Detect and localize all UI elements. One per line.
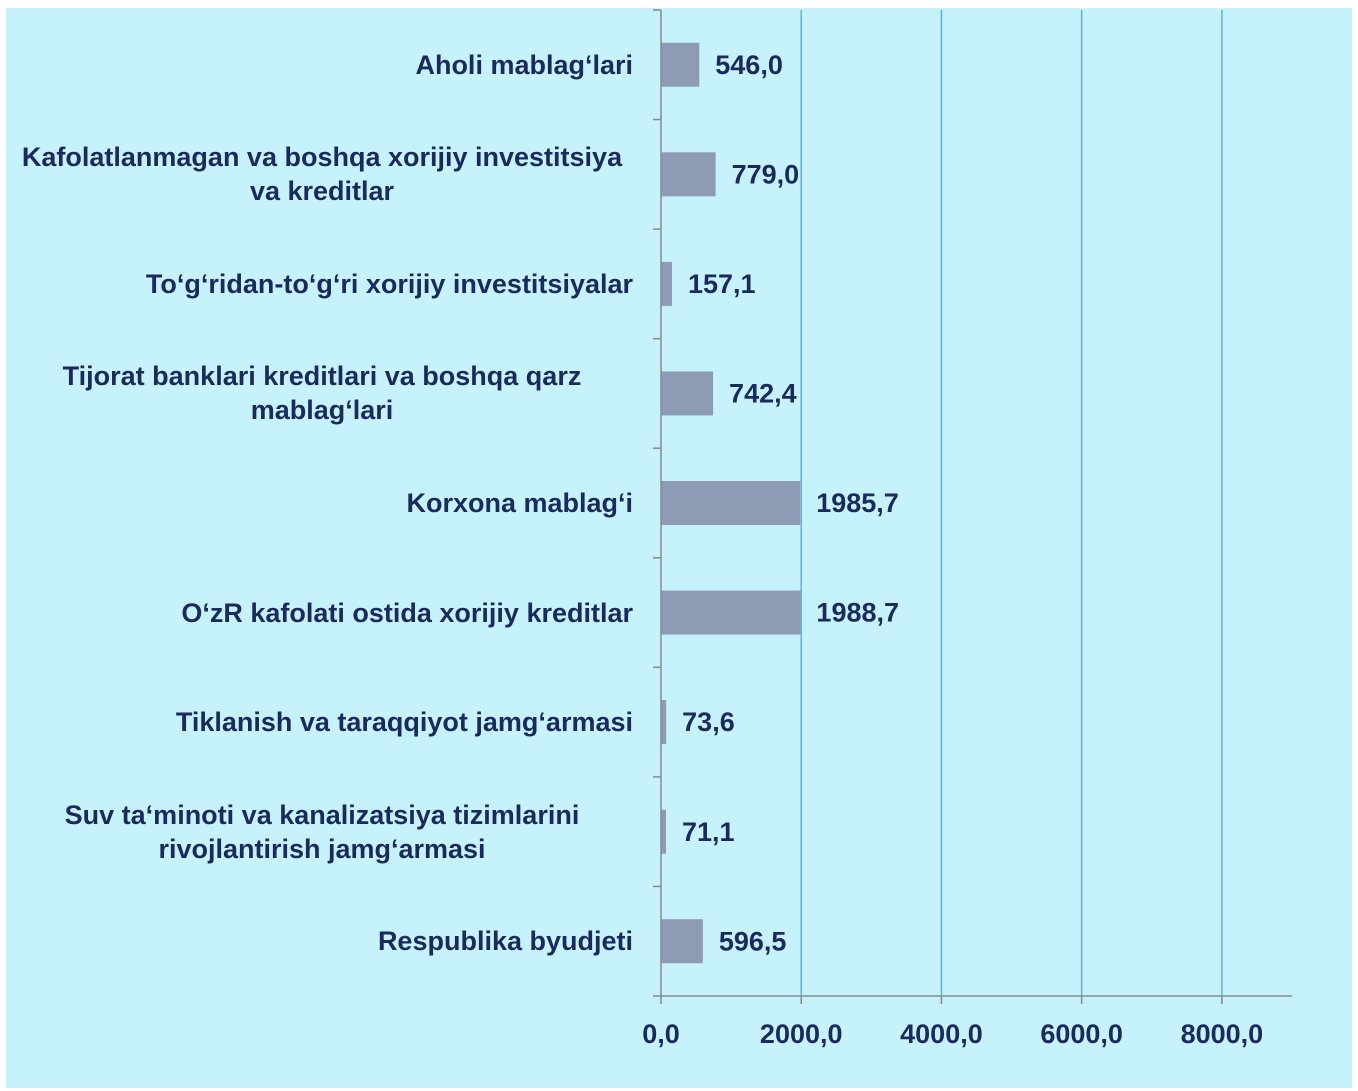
y-tick-label: Tijorat banklari kreditlari va boshqa qa…	[62, 361, 582, 426]
value-label: 157,1	[688, 269, 756, 299]
bar	[661, 261, 673, 306]
y-tick-label: Korxona mablag‘i	[406, 487, 633, 518]
category-label-box: Respublika byudjeti	[8, 886, 633, 996]
bar	[661, 919, 703, 964]
value-label: 73,6	[682, 707, 735, 737]
category-label-box: To‘g‘ridan-to‘g‘ri xorijiy investitsiyal…	[8, 229, 633, 339]
category-label-box: Suv ta‘minoti va kanalizatsiya tizimlari…	[8, 777, 633, 887]
y-tick-label: Aholi mablag‘lari	[415, 49, 633, 80]
value-label: 1988,7	[816, 598, 899, 628]
x-tick-label: 0,0	[642, 1019, 680, 1049]
bar	[661, 809, 666, 854]
y-tick-label: O‘zR kafolati ostida xorijiy kreditlar	[181, 597, 633, 628]
y-tick-label: Respublika byudjeti	[377, 926, 633, 957]
plot: 0,0 2000,0 4000,0 6000,0 8000,0 546,0 779,0 157…	[642, 9, 1292, 1049]
chart: 0,0 2000,0 4000,0 6000,0 8000,0 546,0 779,0 157…	[6, 8, 1352, 1088]
category-label-box: Korxona mablag‘i	[8, 448, 633, 558]
y-tick-label: Kafolatlanmagan va boshqa xorijiy invest…	[21, 142, 623, 207]
value-label: 779,0	[732, 159, 800, 189]
value-label: 742,4	[729, 379, 797, 409]
value-label: 1985,7	[816, 488, 899, 518]
category-label-box: O‘zR kafolati ostida xorijiy kreditlar	[8, 558, 633, 668]
bar	[661, 152, 716, 197]
category-label-box: Tijorat banklari kreditlari va boshqa qa…	[8, 339, 633, 449]
bar	[661, 371, 714, 416]
x-tick-label: 2000,0	[760, 1019, 843, 1049]
category-label-box: Kafolatlanmagan va boshqa xorijiy invest…	[8, 120, 633, 230]
bar	[661, 700, 667, 745]
x-tick-label: 6000,0	[1040, 1019, 1123, 1049]
bar	[661, 481, 801, 525]
y-tick-label: Suv ta‘minoti va kanalizatsiya tizimlari…	[64, 799, 580, 864]
y-tick-label: To‘g‘ridan-to‘g‘ri xorijiy investitsiyal…	[145, 268, 633, 299]
x-tick-label: 8000,0	[1181, 1019, 1264, 1049]
value-label: 71,1	[682, 817, 735, 847]
value-label: 596,5	[719, 926, 787, 956]
category-label-box: Aholi mablag‘lari	[8, 10, 633, 120]
y-tick-label: Tiklanish va taraqqiyot jamg‘armasi	[175, 707, 633, 738]
bar	[661, 590, 801, 635]
category-label-box: Tiklanish va taraqqiyot jamg‘armasi	[8, 667, 633, 777]
x-tick-label: 4000,0	[900, 1019, 983, 1049]
bar	[661, 42, 700, 87]
value-label: 546,0	[715, 50, 783, 80]
